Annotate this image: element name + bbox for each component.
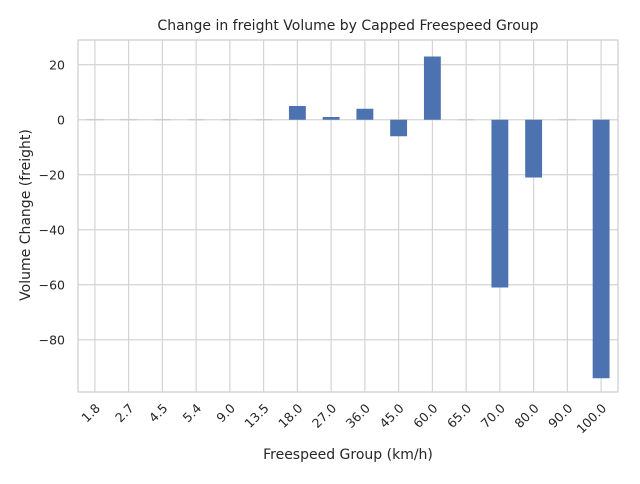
bar (390, 119, 408, 137)
bars (86, 56, 610, 379)
x-tick-label: 18.0 (275, 400, 305, 430)
x-tick-label: 4.5 (146, 401, 171, 426)
x-tick-label: 70.0 (478, 400, 508, 430)
grid (78, 40, 618, 392)
bar (491, 119, 509, 288)
bar (255, 119, 273, 121)
y-tick-label: −40 (39, 222, 65, 237)
x-tick-label: 60.0 (410, 400, 440, 430)
y-tick-label: 0 (57, 112, 65, 127)
bar (558, 119, 576, 121)
bar (356, 108, 374, 120)
x-tick-label: 90.0 (545, 400, 575, 430)
bar (86, 119, 104, 121)
bar (153, 119, 171, 121)
x-axis-label: Freespeed Group (km/h) (263, 447, 433, 463)
x-tick-label: 45.0 (376, 400, 406, 430)
bar (187, 119, 205, 121)
y-tick-label: −80 (39, 332, 65, 347)
bar (322, 117, 340, 120)
x-tick-label: 27.0 (309, 400, 339, 430)
x-tick-label: 65.0 (444, 400, 474, 430)
bar (288, 106, 306, 120)
bar (423, 56, 441, 120)
bar (221, 119, 239, 121)
y-tick-label: −60 (39, 277, 65, 292)
x-tick-label: 80.0 (511, 400, 541, 430)
y-tick-label: 20 (49, 57, 65, 72)
y-axis-label: Volume Change (freight) (18, 129, 34, 301)
bar (457, 119, 475, 121)
x-tick-label: 1.8 (78, 400, 103, 425)
x-tick-label: 9.0 (213, 400, 238, 425)
bar (525, 119, 543, 178)
x-tick-label: 13.5 (241, 401, 271, 431)
axes: 20 0 −20 −40 −60 −80 1.8 2.7 4.5 5.4 9.0 13.5 18.0 27… (39, 39, 619, 436)
x-tick-label: 2.7 (112, 401, 137, 426)
plot-frame (77, 39, 619, 393)
y-tick-label: −20 (39, 167, 65, 182)
x-tick-label: 100.0 (573, 400, 609, 436)
chart-title: Change in freight Volume by Capped Frees… (157, 18, 538, 34)
x-tick-label: 36.0 (343, 400, 373, 430)
x-tick-label: 5.4 (180, 400, 205, 425)
bar (120, 119, 138, 121)
bar (592, 119, 610, 379)
